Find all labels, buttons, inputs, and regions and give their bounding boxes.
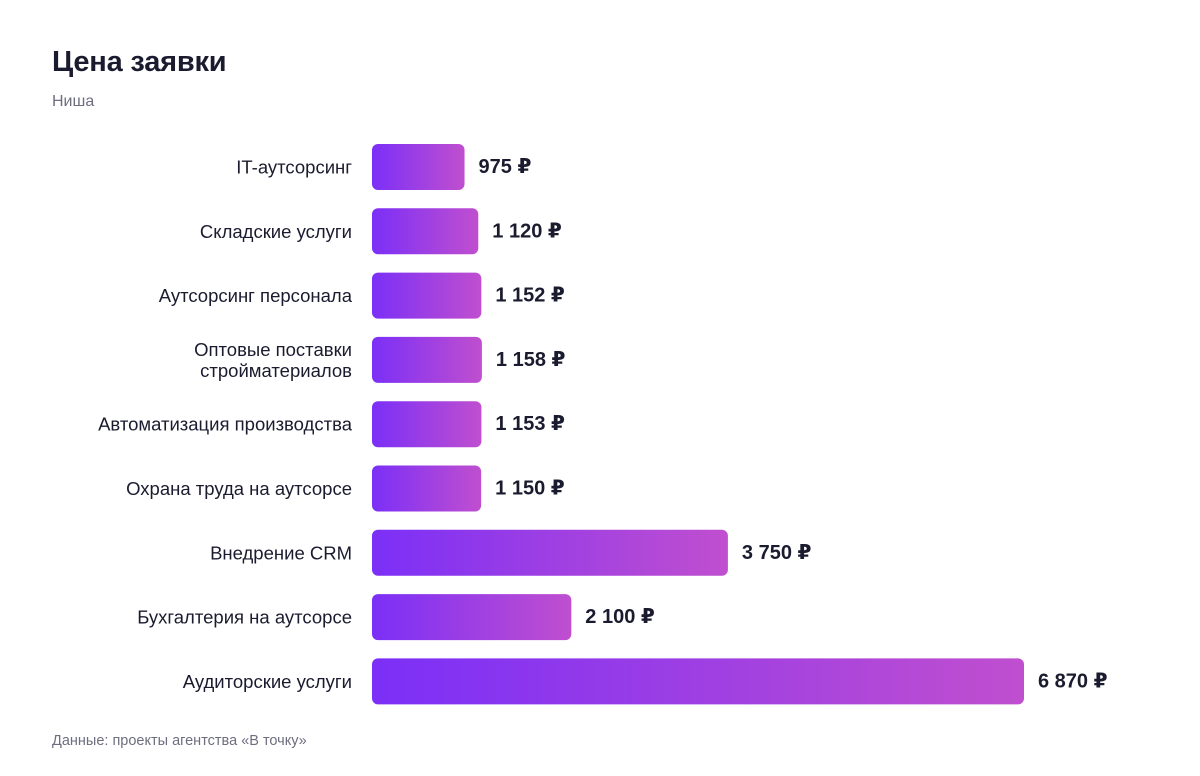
bar-row: Автоматизация производства 1 153 ₽	[98, 401, 565, 448]
bar-row: Внедрение CRM 3 750 ₽	[210, 529, 812, 576]
bar-row: Оптовые поставки стройматериалов 1 158 ₽	[194, 336, 566, 383]
category-label: Автоматизация производства	[98, 414, 353, 435]
category-label: IT-аутсорсинг	[236, 157, 352, 178]
bar-row: Аутсорсинг персонала 1 152 ₽	[159, 272, 565, 319]
value-label: 975 ₽	[479, 156, 532, 178]
category-label: Внедрение CRM	[210, 542, 352, 563]
category-label: Бухгалтерия на аутсорсе	[137, 607, 352, 628]
value-label: 1 158 ₽	[496, 349, 566, 371]
category-label-line: Аутсорсинг персонала	[159, 285, 353, 306]
bar	[372, 336, 482, 383]
category-label-line: Автоматизация производства	[98, 414, 353, 435]
bar	[372, 465, 482, 512]
category-label-line: Оптовые поставки	[194, 339, 352, 360]
bar-row: Аудиторские услуги 6 870 ₽	[183, 658, 1108, 705]
category-label: Оптовые поставки стройматериалов	[194, 339, 352, 381]
category-label-line: Складские услуги	[200, 221, 352, 242]
value-label: 1 120 ₽	[492, 220, 562, 242]
category-label-line: IT-аутсорсинг	[236, 157, 352, 178]
category-label-line: Охрана труда на аутсорсе	[126, 478, 352, 499]
category-label-line: стройматериалов	[200, 360, 352, 381]
value-label: 6 870 ₽	[1038, 670, 1108, 692]
category-label: Складские услуги	[200, 221, 352, 242]
chart-subtitle: Ниша	[52, 93, 95, 110]
bar	[372, 658, 1024, 705]
value-label: 1 150 ₽	[495, 478, 565, 500]
bar	[372, 208, 479, 255]
chart-title: Цена заявки	[52, 46, 227, 78]
bars-layer: IT-аутсорсинг 975 ₽ Складские услуги 1 120 …	[98, 144, 1108, 705]
category-label: Аутсорсинг персонала	[159, 285, 353, 306]
bar-row: Охрана труда на аутсорсе 1 150 ₽	[126, 465, 565, 512]
bar	[372, 272, 482, 319]
value-label: 1 152 ₽	[495, 285, 565, 307]
category-label-line: Бухгалтерия на аутсорсе	[137, 607, 352, 628]
value-label: 3 750 ₽	[742, 542, 812, 564]
bar	[372, 594, 572, 641]
category-label: Охрана труда на аутсорсе	[126, 478, 352, 499]
value-label: 1 153 ₽	[495, 413, 565, 435]
bar-row: Бухгалтерия на аутсорсе 2 100 ₽	[137, 594, 655, 641]
value-label: 2 100 ₽	[585, 606, 655, 628]
category-label-line: Внедрение CRM	[210, 542, 352, 563]
category-label-line: Аудиторские услуги	[183, 671, 352, 692]
bar	[372, 144, 465, 190]
category-label: Аудиторские услуги	[183, 671, 352, 692]
bar-row: IT-аутсорсинг 975 ₽	[236, 144, 531, 190]
bar-row: Складские услуги 1 120 ₽	[200, 208, 562, 255]
bar	[372, 529, 728, 576]
data-source-note: Данные: проекты агентства «В точку»	[52, 733, 307, 749]
bar	[372, 401, 482, 448]
